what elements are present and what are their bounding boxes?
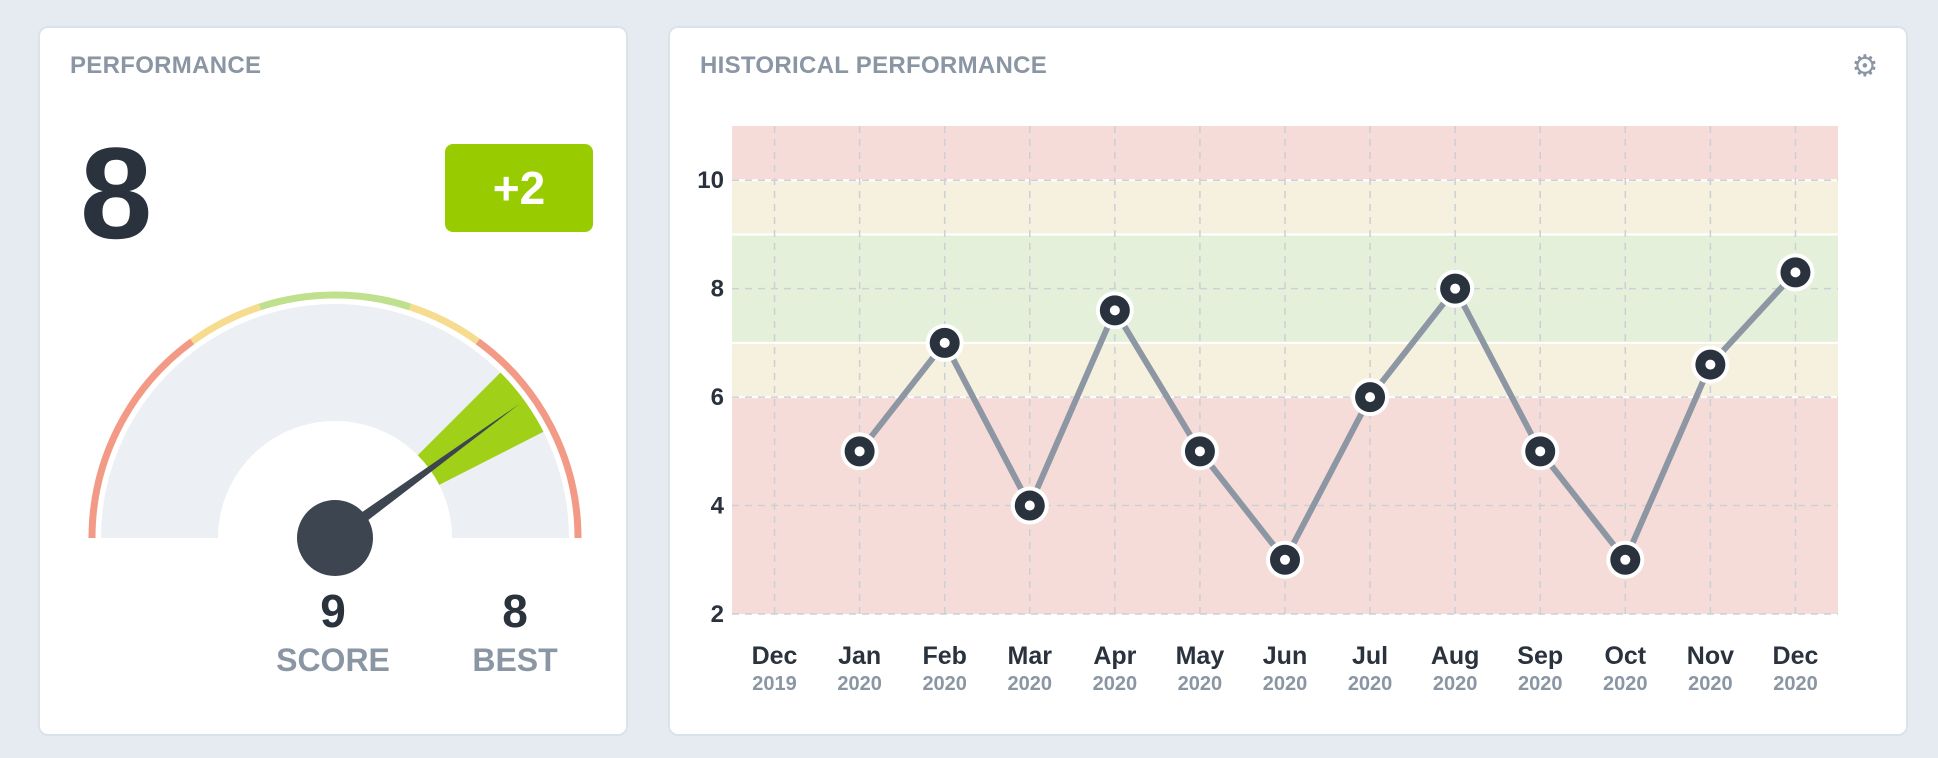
x-tick-month: Nov bbox=[1687, 642, 1734, 670]
x-tick-year: 2020 bbox=[1433, 673, 1478, 695]
x-tick-year: 2020 bbox=[1093, 673, 1138, 695]
data-point bbox=[1436, 269, 1475, 308]
x-tick-month: Jul bbox=[1352, 642, 1388, 670]
x-tick-month: Apr bbox=[1093, 642, 1136, 670]
data-point bbox=[1010, 486, 1049, 525]
x-tick-month: Mar bbox=[1008, 642, 1053, 670]
y-tick-label: 6 bbox=[711, 384, 724, 411]
performance-card: PERFORMANCE 8 +2 9 SCORE 8 BEST bbox=[38, 26, 628, 736]
best-label: BEST bbox=[472, 642, 558, 678]
data-point bbox=[925, 323, 964, 362]
historical-title: HISTORICAL PERFORMANCE bbox=[700, 52, 1048, 79]
gauge-zone-yellow-right bbox=[408, 303, 480, 345]
x-tick-month: Jun bbox=[1263, 642, 1307, 670]
x-tick-year: 2020 bbox=[1518, 673, 1563, 695]
performance-title: PERFORMANCE bbox=[70, 52, 262, 79]
best-value: 8 bbox=[502, 585, 528, 637]
x-tick-year: 2020 bbox=[1263, 673, 1308, 695]
x-tick-year: 2020 bbox=[1178, 673, 1223, 695]
data-point bbox=[1351, 378, 1390, 417]
y-tick-label: 10 bbox=[697, 167, 724, 194]
x-tick-year: 2020 bbox=[922, 673, 967, 695]
score-label: SCORE bbox=[276, 642, 390, 678]
x-tick-year: 2020 bbox=[1348, 673, 1393, 695]
x-tick-year: 2020 bbox=[1688, 673, 1733, 695]
x-tick-month: Jan bbox=[838, 642, 881, 670]
x-tick-year: 2020 bbox=[1773, 673, 1818, 695]
data-point bbox=[1521, 432, 1560, 471]
x-tick-year: 2020 bbox=[1603, 673, 1648, 695]
gauge-zone-green bbox=[258, 291, 412, 311]
x-tick-year: 2019 bbox=[752, 673, 797, 695]
series-line bbox=[856, 269, 1799, 563]
data-point bbox=[1776, 253, 1815, 292]
historical-performance-card: HISTORICAL PERFORMANCE ⚙ 2 4 6 8 10 Dec 2019 Ja… bbox=[668, 26, 1908, 736]
data-point bbox=[1266, 540, 1304, 579]
data-point bbox=[1095, 291, 1134, 330]
gauge-zone-yellow-left bbox=[190, 303, 262, 345]
data-point bbox=[1180, 432, 1219, 471]
gauge-needle-hub bbox=[297, 500, 373, 576]
x-tick-month: Oct bbox=[1604, 642, 1646, 670]
x-tick-month: Aug bbox=[1431, 642, 1480, 670]
y-tick-label: 8 bbox=[711, 276, 724, 303]
historical-line-chart: 2 4 6 8 10 Dec 2019 Jan 2020 Feb 2020 Mar 2020 Apr 202… bbox=[697, 126, 1838, 695]
gauge-track bbox=[101, 304, 569, 538]
gauge-needle bbox=[331, 403, 520, 543]
x-tick-month: Sep bbox=[1517, 642, 1563, 670]
y-tick-label: 2 bbox=[711, 601, 724, 628]
data-point bbox=[840, 432, 879, 471]
x-tick-year: 2020 bbox=[837, 673, 882, 695]
score-value: 9 bbox=[320, 585, 346, 637]
performance-gauge bbox=[88, 291, 582, 576]
gauge-zone-red-left bbox=[88, 338, 195, 539]
x-tick-month: Dec bbox=[1773, 642, 1819, 670]
y-tick-label: 4 bbox=[711, 493, 725, 520]
data-point bbox=[1691, 345, 1730, 384]
x-tick-month: Dec bbox=[752, 642, 798, 670]
delta-badge: +2 bbox=[445, 144, 593, 232]
gauge-zone-red-right bbox=[475, 338, 582, 539]
current-score: 8 bbox=[80, 120, 153, 266]
x-tick-year: 2020 bbox=[1008, 673, 1053, 695]
gear-icon[interactable]: ⚙ bbox=[1851, 50, 1879, 83]
x-tick-month: May bbox=[1176, 642, 1225, 670]
data-point bbox=[1606, 540, 1645, 579]
x-tick-month: Feb bbox=[922, 642, 966, 670]
